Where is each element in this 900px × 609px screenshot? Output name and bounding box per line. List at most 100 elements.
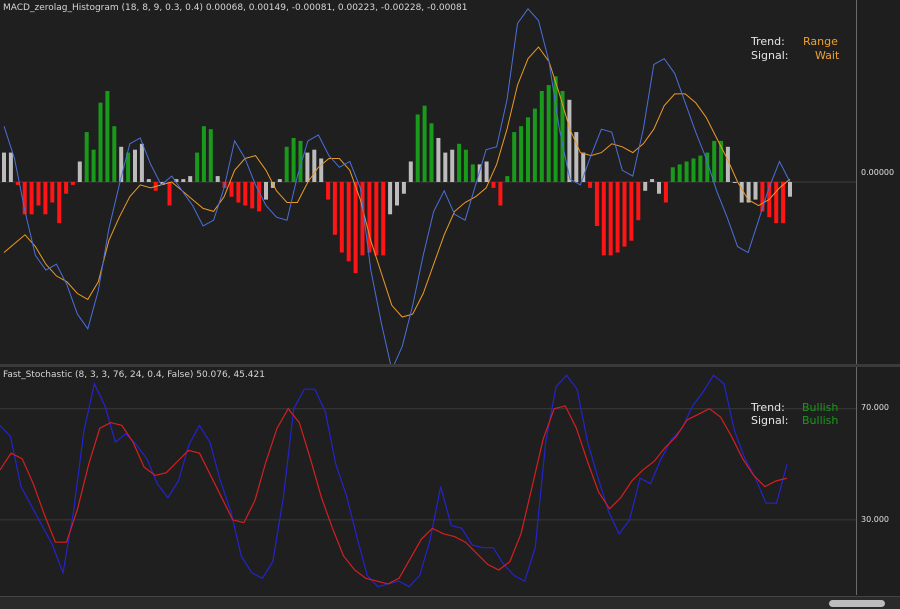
histogram-bar <box>284 146 289 182</box>
histogram-bar <box>463 149 468 182</box>
histogram-bar <box>477 164 482 182</box>
histogram-bar <box>319 158 324 182</box>
histogram-bar <box>339 182 344 253</box>
macd-chart <box>0 8 856 364</box>
histogram-bar <box>195 152 200 182</box>
histogram-bar <box>408 161 413 182</box>
stochastic-main-line <box>0 374 788 588</box>
histogram-bar <box>291 138 296 182</box>
histogram-bar <box>484 161 489 182</box>
histogram-bar <box>8 152 13 182</box>
histogram-bar <box>326 182 331 200</box>
histogram-bar <box>257 182 262 212</box>
panel-splitter[interactable] <box>0 364 900 367</box>
histogram-bar <box>663 182 668 203</box>
histogram-bar <box>312 149 317 182</box>
histogram-bar <box>264 182 268 200</box>
stochastic-axis: 70.000 30.000 <box>856 367 900 595</box>
histogram-bar <box>581 152 586 182</box>
histogram-bar <box>188 176 193 182</box>
histogram-bar <box>367 182 372 253</box>
macd-panel-title: MACD_zerolag_Histogram (18, 8, 9, 0.3, 0… <box>3 3 468 13</box>
histogram-bar <box>36 182 41 206</box>
histogram-bar <box>208 129 213 182</box>
histogram-bar <box>43 182 48 215</box>
histogram-bar <box>250 182 255 209</box>
histogram-bar <box>146 179 151 182</box>
histogram-bar <box>436 138 441 182</box>
histogram-bar <box>139 143 144 182</box>
histogram-bar <box>395 182 399 206</box>
histogram-bar <box>70 182 75 185</box>
histogram-bar <box>457 143 462 182</box>
histogram-bar <box>601 182 606 256</box>
histogram-bar <box>622 182 627 247</box>
histogram-bar <box>112 126 117 182</box>
histogram-bar <box>2 152 6 182</box>
histogram-bar <box>181 179 186 182</box>
histogram-bar <box>588 182 593 188</box>
scrollbar-thumb[interactable] <box>829 600 885 607</box>
histogram-bar <box>360 182 365 256</box>
histogram-bar <box>133 149 137 182</box>
macd-signal-label: Signal: <box>751 49 789 62</box>
macd-trend-value: Range <box>803 35 838 48</box>
histogram-bar <box>691 158 696 182</box>
histogram-bar <box>50 182 55 203</box>
histogram-bar <box>505 176 510 182</box>
histogram-bar <box>353 182 358 273</box>
histogram-bar <box>712 140 717 182</box>
histogram-bar <box>657 182 661 194</box>
histogram-bar <box>567 99 572 182</box>
histogram-bar <box>719 140 724 182</box>
histogram-bar <box>636 182 641 221</box>
histogram-bar <box>698 155 703 182</box>
histogram-bar <box>98 102 103 182</box>
histogram-bar <box>298 140 303 182</box>
histogram-bar <box>470 164 475 182</box>
histogram-bar <box>201 126 206 182</box>
histogram-bar <box>539 91 544 182</box>
histogram-bar <box>643 182 648 191</box>
stoch-tick-70: 70.000 <box>861 403 889 412</box>
histogram-bar <box>401 182 406 194</box>
stoch-signal-value: Bullish <box>802 414 839 427</box>
histogram-bar <box>119 146 124 182</box>
stochastic-panel: Fast_Stochastic (8, 3, 3, 76, 24, 0.4, F… <box>0 367 856 595</box>
histogram-bar <box>753 182 758 200</box>
histogram-bar <box>332 182 337 235</box>
histogram-bar <box>450 149 455 182</box>
histogram-bar <box>381 182 386 256</box>
histogram-bar <box>236 182 241 203</box>
histogram-bar <box>732 182 737 183</box>
histogram-bar <box>346 182 351 262</box>
histogram-bar <box>677 164 682 182</box>
histogram-bar <box>305 152 310 182</box>
histogram-bar <box>788 182 792 197</box>
stoch-tick-30: 30.000 <box>861 515 889 524</box>
stoch-signal-label: Signal: <box>751 414 789 427</box>
histogram-bar <box>22 182 27 215</box>
histogram-bar <box>781 182 786 224</box>
macd-zero-tick: 0.00000 <box>861 168 895 177</box>
stoch-trend-label: Trend: <box>751 401 785 414</box>
histogram-bar <box>229 182 234 197</box>
histogram-bar <box>374 182 379 256</box>
stoch-trend-value: Bullish <box>802 401 839 414</box>
horizontal-scrollbar[interactable] <box>0 596 900 609</box>
signal-line <box>3 46 791 318</box>
histogram-bar <box>388 182 393 215</box>
histogram-bar <box>243 182 248 206</box>
macd-line <box>3 8 791 364</box>
macd-trend-label: Trend: <box>751 35 785 48</box>
histogram-bar <box>512 132 517 182</box>
stochastic-signal-line <box>0 405 788 585</box>
histogram-bar <box>29 182 34 215</box>
histogram-bar <box>739 182 744 203</box>
histogram-bar <box>725 146 730 182</box>
histogram-bar <box>608 182 613 256</box>
histogram-bar <box>684 161 689 182</box>
histogram-bar <box>629 182 634 241</box>
histogram-bar <box>705 152 710 182</box>
